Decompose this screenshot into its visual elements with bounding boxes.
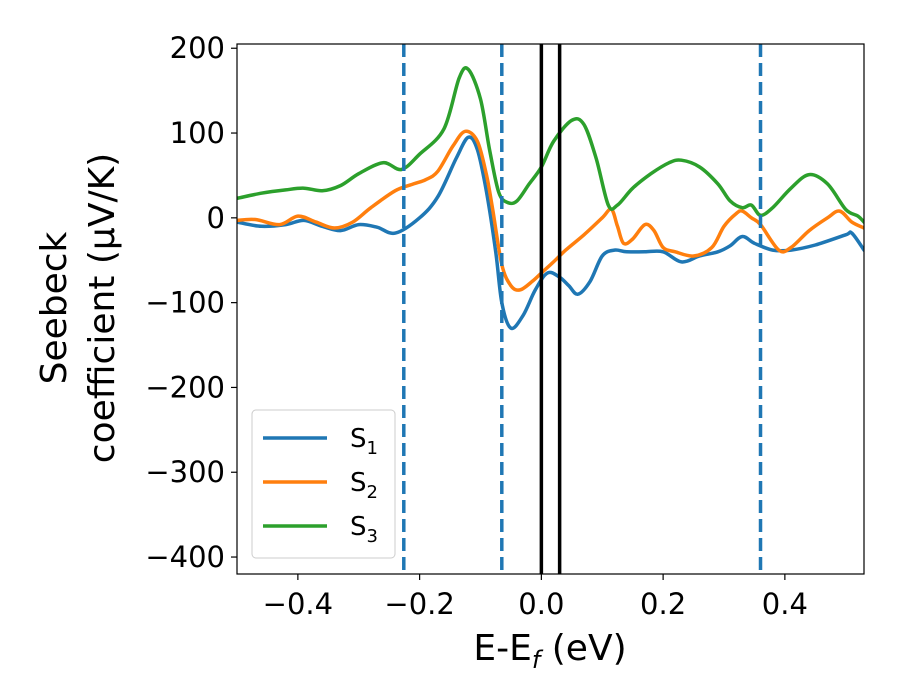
x-tick-label: −0.2 [384, 587, 454, 621]
x-tick-label: −0.4 [263, 587, 333, 621]
legend-label-sub: 1 [367, 438, 378, 459]
x-tick-label: 0.0 [518, 587, 564, 621]
legend-label-s3: S3 [350, 512, 378, 547]
series-layer [237, 66, 864, 331]
legend-label-main: S [350, 424, 367, 454]
y-tick-label: −400 [145, 540, 225, 574]
legend-label-sub: 2 [367, 482, 378, 503]
plot-frame [236, 43, 865, 575]
legend-box [251, 409, 396, 559]
y-axis-title: Seebeck coefficient (μV/K) [34, 153, 123, 463]
legend-label-s2: S2 [350, 468, 378, 503]
y-tick-label: −300 [145, 455, 225, 489]
vline-layer [402, 44, 763, 574]
legend-label-sub: 3 [367, 526, 378, 547]
x-tick-label: 0.4 [762, 587, 808, 621]
y-tick-label: −200 [145, 370, 225, 404]
x-tick-label: 0.2 [640, 587, 686, 621]
legend-label-main: S [350, 512, 367, 542]
x-axis-title: E-Ef (eV) [473, 628, 626, 674]
x-axis-ticks: −0.4 −0.2 0.0 0.2 0.4 [263, 574, 808, 621]
y-tick-label: −100 [145, 286, 225, 320]
y-tick-label: 0 [207, 201, 225, 235]
y-axis-ticks: 200 100 0 −100 −200 −300 −400 [145, 31, 237, 574]
series-line-s2 [237, 129, 864, 292]
x-axis-title-tail: (eV) [540, 628, 626, 669]
y-axis-title-line2: coefficient (μV/K) [82, 153, 123, 463]
legend-label-main: S [350, 468, 367, 498]
y-axis-title-line1: Seebeck [34, 231, 75, 384]
series-line-s3 [237, 66, 864, 224]
series-line-s1 [237, 135, 864, 331]
x-axis-title-main: E-E [473, 628, 531, 669]
legend-label-s1: S1 [350, 424, 378, 459]
y-tick-label: 100 [170, 116, 225, 150]
y-tick-label: 200 [170, 31, 225, 65]
